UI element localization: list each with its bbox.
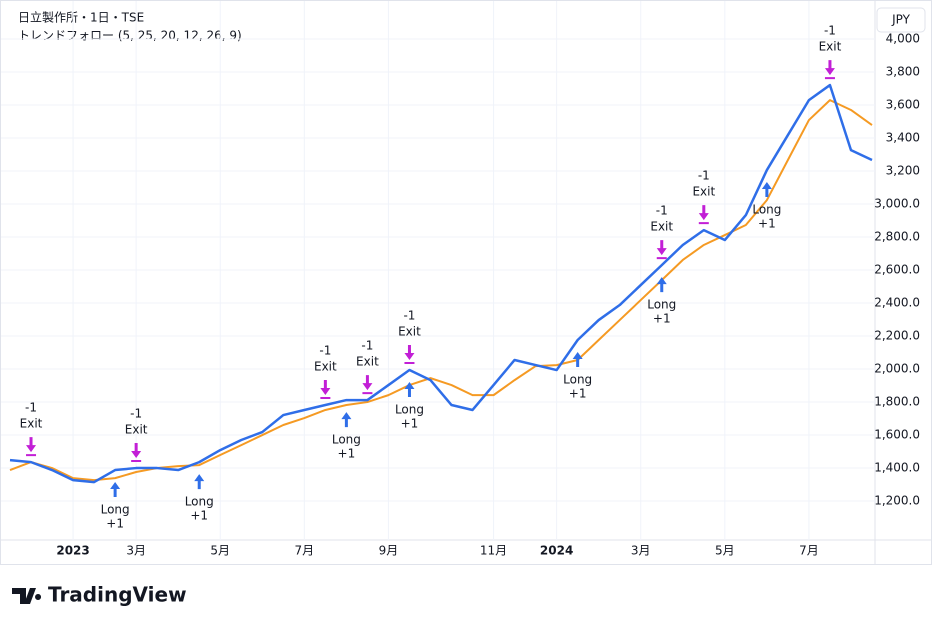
exit-arrow (320, 380, 331, 400)
exit-label: Exit (125, 423, 148, 437)
series-line (9, 83, 873, 484)
y-tick-label: 1,800.0 (874, 395, 920, 409)
long-label: Long (395, 403, 424, 417)
y-tick-label: 1,600.0 (874, 428, 920, 442)
exit-label: Exit (314, 360, 337, 374)
x-tick-label: 2023 (56, 544, 89, 558)
long-arrow (761, 182, 772, 198)
long-label: +1 (653, 312, 671, 326)
exit-label: -1 (319, 344, 331, 358)
x-tick-label: 11月 (480, 544, 507, 558)
y-tick-label: 3,400 (886, 131, 920, 145)
x-tick-label: 2024 (540, 544, 573, 558)
long-arrow (341, 412, 352, 428)
exit-arrow (131, 443, 142, 463)
exit-label: -1 (824, 24, 836, 38)
chart-title: 日立製作所・1日・TSE (18, 10, 144, 25)
long-label: Long (101, 503, 130, 517)
exit-label: -1 (403, 309, 415, 323)
x-tick-label: 5月 (715, 544, 735, 558)
exit-arrow (404, 345, 415, 365)
x-tick-label: 7月 (295, 544, 315, 558)
long-label: Long (563, 373, 592, 387)
long-arrow (404, 382, 415, 398)
long-arrow (110, 482, 121, 498)
x-tick-label: 3月 (631, 544, 651, 558)
y-tick-label: 2,000.0 (874, 362, 920, 376)
chart-frame (0, 0, 932, 565)
indicator-title: トレンドフォロー (5, 25, 20, 12, 26, 9) (18, 29, 242, 43)
exit-label: Exit (356, 355, 379, 369)
exit-label: -1 (656, 204, 668, 218)
long-label: Long (647, 298, 676, 312)
y-tick-label: 2,600.0 (874, 263, 920, 277)
exit-arrow (824, 60, 835, 80)
logo-mark (12, 588, 42, 604)
long-arrow (656, 277, 667, 293)
y-tick-label: 3,200 (886, 164, 920, 178)
x-tick-label: 3月 (126, 544, 146, 558)
exit-label: -1 (130, 407, 142, 421)
exit-arrow (656, 240, 667, 260)
currency-box[interactable] (876, 7, 926, 33)
x-tick-label: 7月 (799, 544, 819, 558)
logo (12, 588, 42, 604)
exit-label: Exit (398, 325, 421, 339)
brand: TradingView (48, 583, 187, 607)
exit-label: Exit (819, 40, 842, 54)
y-tick-label: 2,800.0 (874, 230, 920, 244)
y-tick-label: 2,400.0 (874, 296, 920, 310)
long-arrow (572, 352, 583, 368)
exit-arrow (362, 375, 373, 395)
exit-label: Exit (650, 220, 673, 234)
exit-label: -1 (698, 169, 710, 183)
long-label: Long (332, 433, 361, 447)
exit-label: Exit (20, 417, 43, 431)
y-tick-label: 4,000 (886, 32, 920, 46)
long-label: Long (185, 495, 214, 509)
long-label: +1 (106, 517, 124, 531)
long-label: +1 (338, 447, 356, 461)
y-tick-label: 3,000.0 (874, 197, 920, 211)
x-tick-label: 9月 (379, 544, 399, 558)
x-tick-label: 5月 (210, 544, 230, 558)
exit-arrow (26, 437, 37, 457)
y-tick-label: 1,400.0 (874, 461, 920, 475)
exit-label: -1 (361, 339, 373, 353)
y-tick-label: 3,600 (886, 98, 920, 112)
long-label: Long (752, 203, 781, 217)
y-tick-label: 1,200.0 (874, 494, 920, 508)
long-arrow (194, 474, 205, 490)
y-tick-label: 2,200.0 (874, 329, 920, 343)
y-tick-label: 3,800 (886, 65, 920, 79)
long-label: +1 (401, 417, 419, 431)
exit-label: -1 (25, 401, 37, 415)
long-label: +1 (569, 387, 587, 401)
long-label: +1 (758, 217, 776, 231)
exit-arrow (698, 205, 709, 225)
long-label: +1 (190, 509, 208, 523)
exit-label: Exit (692, 185, 715, 199)
currency[interactable]: JPY (891, 13, 911, 27)
